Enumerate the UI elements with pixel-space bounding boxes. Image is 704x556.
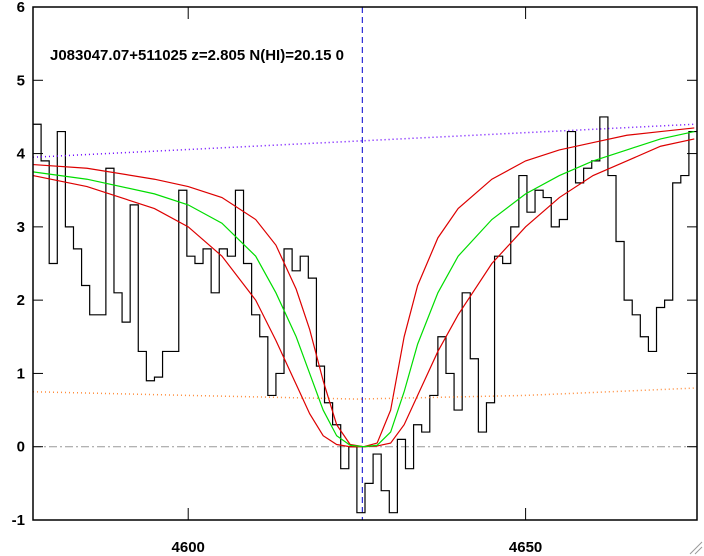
y-tick-label: 0: [17, 439, 25, 456]
model-curve: [32, 130, 695, 448]
y-tick-label: 6: [17, 0, 25, 16]
frame: [32, 6, 698, 521]
flux-step: [33, 116, 697, 514]
y-tick-label: 3: [17, 219, 25, 236]
model-curve: [32, 387, 695, 400]
y-tick-label: 1: [17, 365, 25, 382]
resize-grip: [689, 541, 703, 555]
model-curve: [32, 123, 695, 158]
chart-title: J083047.07+511025 z=2.805 N(HI)=20.15 0: [50, 47, 344, 64]
y-tick-label: 2: [17, 292, 25, 309]
x-tick-label: 4650: [509, 539, 542, 556]
model-curve: [32, 138, 695, 448]
x-tick-label: 4600: [172, 539, 205, 556]
y-tick-label: -1: [12, 512, 25, 529]
y-tick-label: 4: [17, 146, 26, 163]
model-curve: [32, 127, 695, 448]
y-tick-label: 5: [17, 72, 25, 89]
